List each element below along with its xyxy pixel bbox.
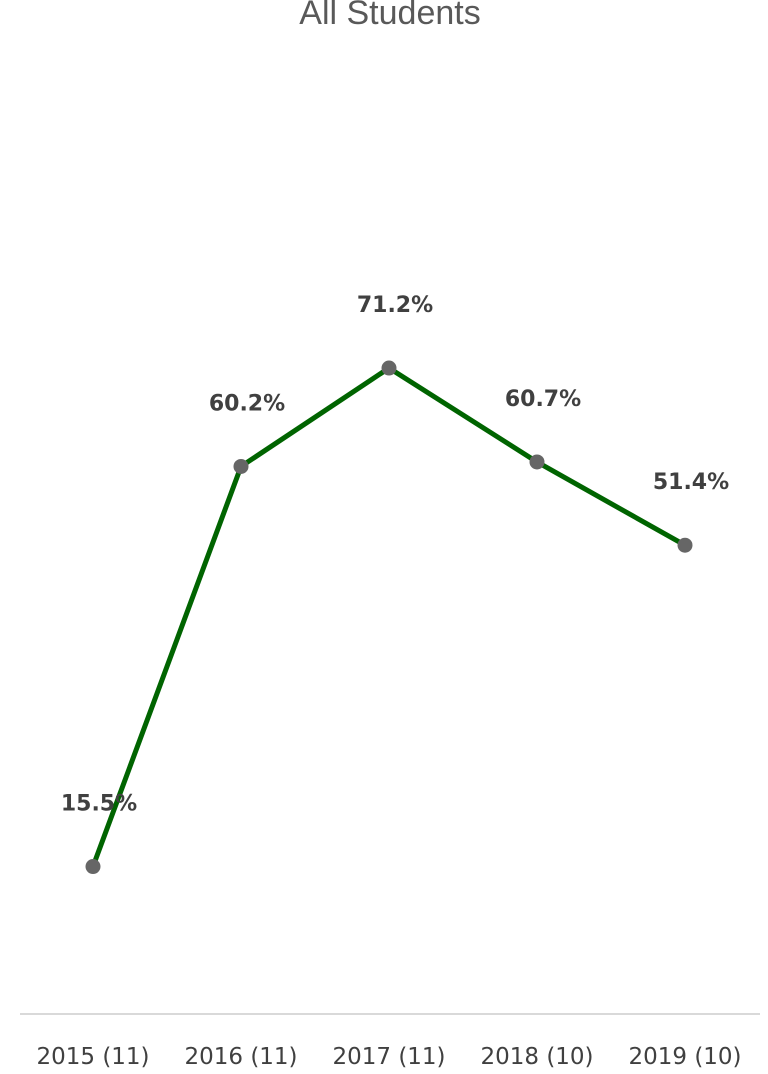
data-point-0 (85, 859, 101, 875)
series-line (90, 365, 688, 870)
data-label-4: 51.4% (653, 470, 729, 495)
data-label-0: 15.5% (61, 792, 137, 817)
chart-title: All Students (299, 0, 480, 32)
series-group (90, 365, 688, 870)
markers-group (85, 360, 693, 875)
x-tick-label-1: 2016 (11) (184, 1044, 297, 1070)
data-point-2 (381, 360, 397, 376)
data-point-3 (529, 454, 545, 470)
x-tick-label-3: 2018 (10) (480, 1044, 593, 1070)
data-point-1 (233, 458, 249, 474)
x-tick-label-4: 2019 (10) (628, 1044, 741, 1070)
data-label-3: 60.7% (505, 387, 581, 412)
data-point-4 (677, 537, 693, 553)
data-label-2: 71.2% (357, 293, 433, 318)
x-tick-label-0: 2015 (11) (36, 1044, 149, 1070)
x-tick-label-2: 2017 (11) (332, 1044, 445, 1070)
x-tick-labels-group: 2015 (11) 2016 (11) 2017 (11) 2018 (10) 2019… (36, 1044, 741, 1070)
data-labels-group: 15.5% 60.2% 71.2% 60.7% 51.4% (61, 293, 729, 817)
data-label-1: 60.2% (209, 391, 285, 416)
